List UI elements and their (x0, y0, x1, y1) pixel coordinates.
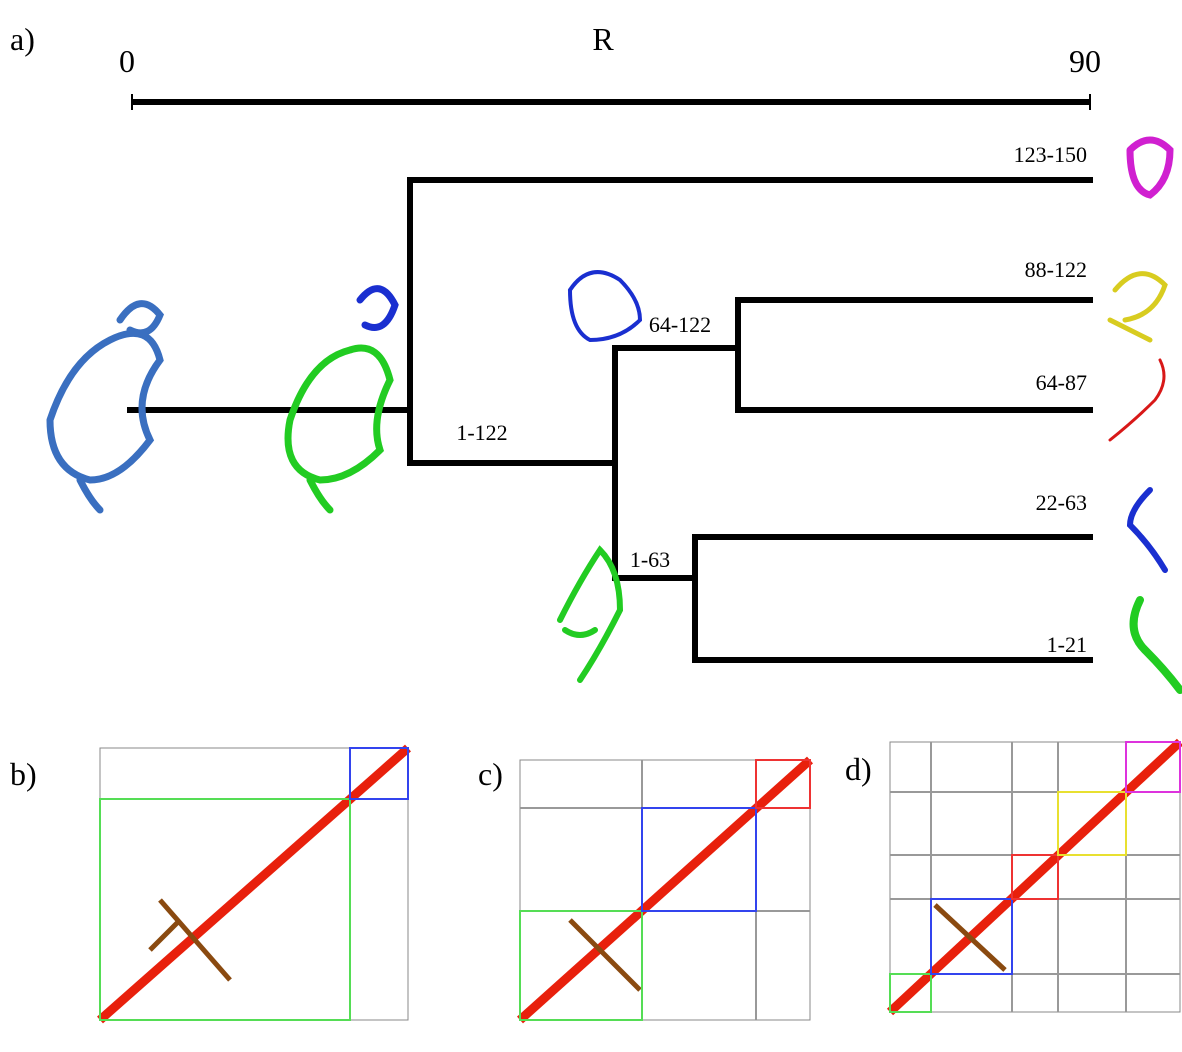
leaf-label: 88-122 (1025, 257, 1087, 282)
panel-label: c) (478, 756, 503, 792)
contact-map (516, 756, 814, 1024)
leaf-label: 64-87 (1036, 370, 1087, 395)
node-label: 64-122 (649, 312, 711, 337)
leaf-label: 123-150 (1014, 142, 1087, 167)
scale-start: 0 (119, 43, 135, 79)
scale-title: R (592, 21, 614, 57)
contact-map (886, 738, 1182, 1016)
leaf-label: 1-21 (1047, 632, 1087, 657)
leaf-label: 22-63 (1036, 490, 1087, 515)
contact-map (97, 744, 411, 1024)
dendrogram (127, 177, 1093, 663)
panel-label: d) (845, 751, 872, 787)
node-label: 1-63 (630, 547, 670, 572)
protein-structures (46, 136, 1182, 694)
node-label: 1-122 (456, 420, 507, 445)
panel-label: a) (10, 21, 35, 57)
scale-bar (131, 94, 1091, 110)
scale-end: 90 (1069, 43, 1101, 79)
panel-label: b) (10, 756, 37, 792)
